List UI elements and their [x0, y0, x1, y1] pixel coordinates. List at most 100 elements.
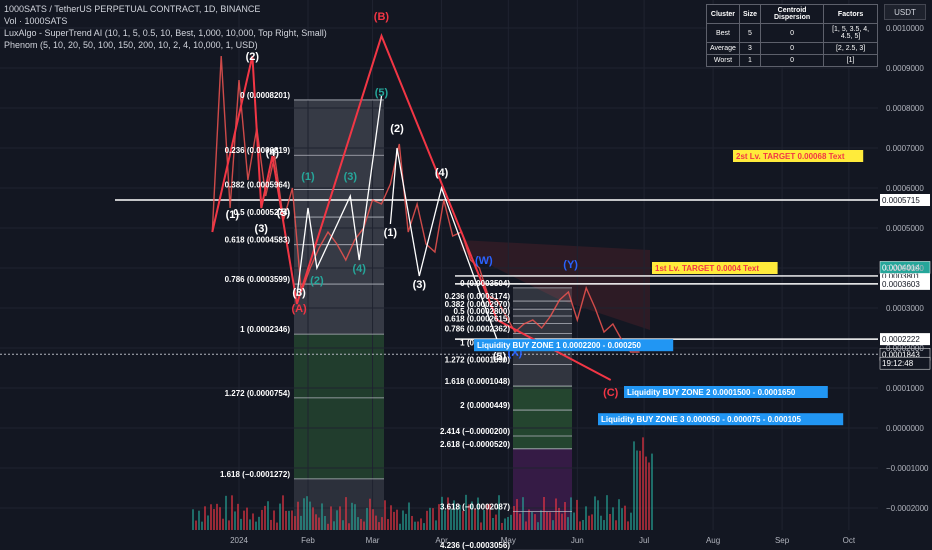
fib-zone-left-lower: [294, 334, 384, 479]
x-tick-label: May: [501, 536, 516, 545]
volume-bar: [651, 453, 653, 530]
wave-label: (5): [493, 351, 507, 363]
volume-bar: [336, 510, 338, 530]
volume-bar: [492, 517, 494, 530]
volume-bar: [510, 514, 512, 530]
volume-bar: [210, 504, 212, 530]
horizontal-levels: [0, 99, 878, 550]
fib-label: 0.5 (0.0005274): [234, 208, 291, 217]
x-tick-label: Jun: [571, 536, 584, 545]
volume-bar: [642, 437, 644, 530]
volume-bar: [360, 518, 362, 530]
volume-bar: [489, 503, 491, 530]
volume-bar: [540, 510, 542, 530]
y-tick-label: 0.0006000: [886, 184, 924, 193]
volume-bar: [387, 519, 389, 530]
annotation-box: [474, 339, 674, 352]
annotation-box: [624, 386, 828, 398]
volume-bar: [456, 507, 458, 530]
volume-bar: [324, 515, 326, 530]
volume-bar: [264, 505, 266, 530]
volume-bar: [357, 517, 359, 530]
cell: [2, 2.5, 3]: [823, 42, 878, 55]
fib-label: 4.236 (−0.0003056): [440, 541, 510, 550]
fib-label: 0.382 (0.0005964): [225, 180, 291, 189]
volume-bar: [318, 517, 320, 530]
table-row: Average 3 0 [2, 2.5, 3]: [706, 42, 878, 55]
volume-bar: [219, 507, 221, 530]
fib-label: 1.618 (−0.0001272): [220, 470, 290, 479]
volume-bar: [378, 522, 380, 530]
volume-bar: [588, 515, 590, 530]
annotation-text: 1st Lv. TARGET 0.0004 Text: [655, 264, 759, 273]
volume-bar: [426, 510, 428, 530]
cluster-table: Cluster Size Centroid Dispersion Factors…: [706, 4, 878, 67]
volume-bar: [405, 513, 407, 530]
volume-bar: [225, 495, 227, 530]
volume-bar: [585, 506, 587, 530]
volume-bar: [453, 500, 455, 530]
volume-bar: [501, 522, 503, 530]
volume-bar: [351, 502, 353, 530]
volume-bar: [375, 515, 377, 530]
volume-bar: [564, 502, 566, 530]
volume-bar: [366, 507, 368, 530]
volume-bar: [408, 502, 410, 530]
y-tick-label: 0.0008000: [886, 104, 924, 113]
axis-price-tag-text: 0.0002222: [882, 335, 920, 344]
volume-bar: [546, 511, 548, 530]
y-tick-label: 0.0001000: [886, 384, 924, 393]
axis-price-tag-text: 0.0005715: [882, 196, 920, 205]
y-tick-label: −0.0002000: [886, 504, 929, 513]
volume-bar: [252, 513, 254, 530]
cell: 5: [738, 23, 761, 43]
volume-bar: [213, 509, 215, 530]
cell: 3: [738, 42, 761, 55]
volume-bar: [240, 518, 242, 530]
fib-label: 2.414 (−0.0000200): [440, 427, 510, 436]
volume-bar: [519, 513, 521, 530]
fib-zone-right-upper: [513, 287, 572, 387]
volume-bar: [534, 514, 536, 530]
volume-bar: [567, 517, 569, 530]
volume-bar: [339, 506, 341, 530]
currency-selector[interactable]: USDT: [884, 4, 926, 20]
volume-bar: [522, 497, 524, 530]
volume-bar: [618, 499, 620, 530]
volume-bar: [216, 503, 218, 530]
volume-bar: [414, 521, 416, 530]
axis-price-tag: [880, 277, 930, 290]
fib-label: 1.272 (0.0001590): [445, 355, 511, 364]
volume-bar: [531, 511, 533, 530]
fib-label: 0 (0.0003504): [460, 279, 510, 288]
volume-bar: [333, 521, 335, 530]
y-tick-label: 0.0004000: [886, 264, 924, 273]
volume-bar: [465, 494, 467, 530]
fib-label: 1 (0.0002346): [240, 325, 290, 334]
fib-label: 0.5 (0.0002800): [454, 307, 511, 316]
wave-label: (3): [344, 171, 358, 183]
volume-bar: [573, 512, 575, 530]
symbol-title: 1000SATS / TetherUS PERPETUAL CONTRACT, …: [4, 4, 261, 14]
volume-bar: [384, 500, 386, 530]
volume-bar: [552, 520, 554, 530]
cell: 1: [738, 54, 761, 67]
wave-label: (Y): [563, 259, 578, 271]
volume-bar: [633, 441, 635, 530]
fib-zone-right-mid: [513, 386, 572, 449]
cell: 0: [759, 23, 825, 43]
volume-bar: [615, 520, 617, 530]
annotation-text: Liquidity BUY ZONE 3 0.000050 - 0.000075…: [601, 415, 802, 424]
wave-label: (A): [291, 303, 307, 315]
volume-bar: [579, 521, 581, 530]
table-row: Best 5 0 [1, 5, 3.5, 4, 4.5, 5]: [706, 23, 878, 43]
volume-bar: [600, 515, 602, 530]
fib-label: 0.786 (0.0002362): [445, 325, 511, 334]
fib-label: 0 (0.0008201): [240, 91, 290, 100]
wave-label: (3): [255, 223, 269, 235]
volume-bar: [504, 518, 506, 530]
volume-bar: [327, 523, 329, 530]
wave-label: (C): [603, 387, 619, 399]
cell: [1]: [823, 54, 878, 67]
